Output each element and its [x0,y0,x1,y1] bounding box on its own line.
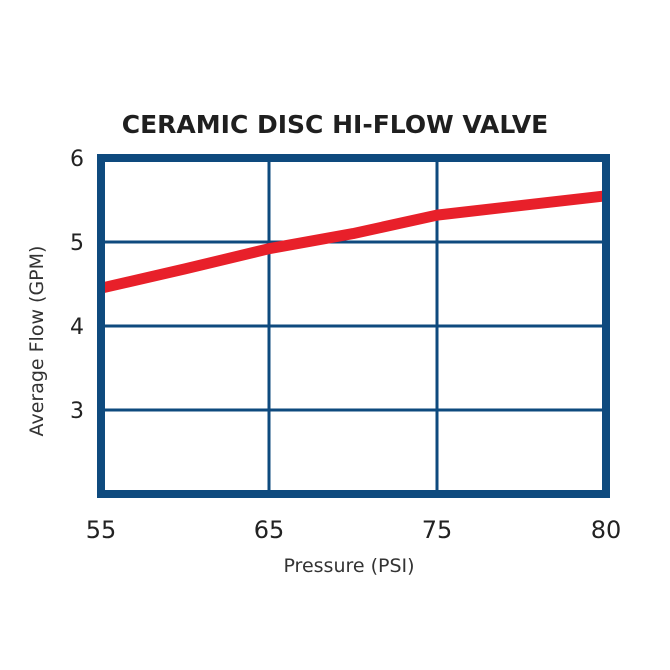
y-tick-labels: 6 5 4 3 [70,147,84,424]
x-tick-label: 55 [86,516,117,544]
x-tick-label: 80 [591,516,622,544]
y-tick-label: 6 [70,147,84,172]
x-tick-label: 65 [254,516,285,544]
flow-series-line [99,190,607,294]
y-tick-label: 5 [70,231,84,256]
plot-frame [97,154,610,498]
x-axis-label: Pressure (PSI) [283,555,414,577]
x-tick-label: 75 [422,516,453,544]
y-tick-label: 3 [70,399,84,424]
y-axis-label: Average Flow (GPM) [26,246,48,437]
y-tick-label: 4 [70,315,84,340]
chart-title: CERAMIC DISC HI-FLOW VALVE [122,110,549,139]
series-layer [99,190,607,294]
x-tick-labels: 55 65 75 80 [86,516,622,544]
